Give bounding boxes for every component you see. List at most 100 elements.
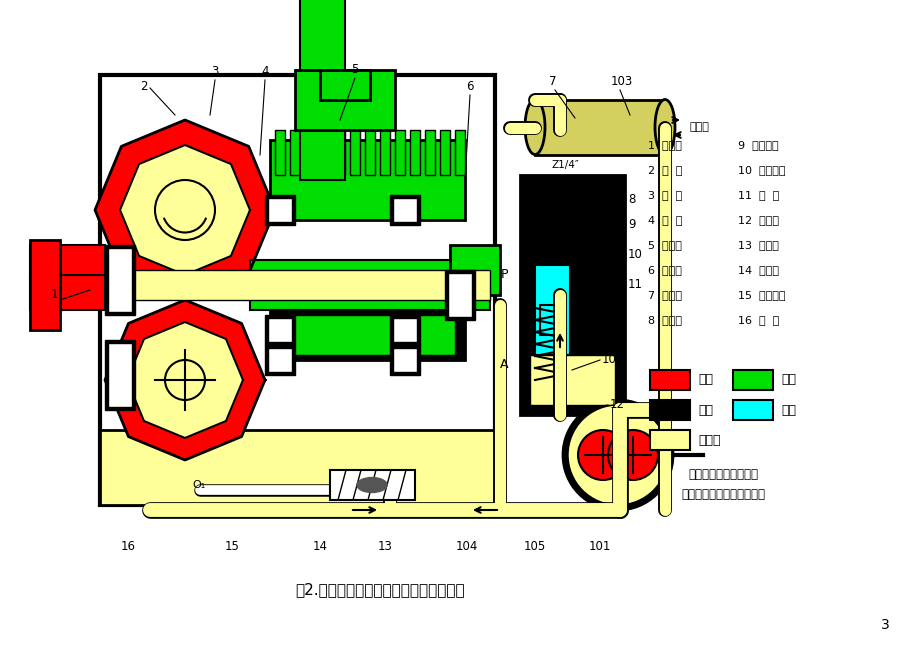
- Bar: [392, 348, 416, 372]
- Bar: [300, 0, 345, 180]
- Text: 液力偶合器正车减速箱: 液力偶合器正车减速箱: [687, 469, 757, 482]
- Text: 101: 101: [588, 540, 610, 553]
- Text: 9  气动活塞: 9 气动活塞: [737, 140, 777, 150]
- Ellipse shape: [654, 100, 675, 154]
- Bar: [519, 175, 624, 415]
- Bar: [390, 315, 420, 345]
- Bar: [445, 270, 474, 320]
- Bar: [392, 318, 416, 342]
- Text: 14  滤油器: 14 滤油器: [737, 265, 778, 275]
- Bar: [108, 248, 131, 312]
- Text: 1  输入轴: 1 输入轴: [647, 140, 681, 150]
- Text: 15: 15: [224, 540, 239, 553]
- Bar: [410, 130, 420, 175]
- Bar: [732, 370, 772, 390]
- Text: A: A: [499, 359, 507, 372]
- Text: 9: 9: [628, 219, 635, 232]
- Bar: [269, 310, 464, 360]
- Text: 工作油: 工作油: [698, 434, 720, 447]
- Text: 主动: 主动: [698, 374, 712, 387]
- Text: 16  油  箱: 16 油 箱: [737, 315, 778, 325]
- Text: O₂: O₂: [591, 280, 605, 290]
- Text: 固定: 固定: [698, 404, 712, 417]
- Text: 7: 7: [549, 75, 556, 88]
- Circle shape: [577, 430, 628, 480]
- Circle shape: [567, 405, 667, 505]
- Text: 10: 10: [628, 249, 642, 262]
- Text: P: P: [500, 268, 507, 281]
- Text: 103: 103: [610, 75, 632, 88]
- Text: 16: 16: [120, 540, 135, 553]
- Bar: [349, 130, 359, 175]
- Text: 8  控制阀: 8 控制阀: [647, 315, 681, 325]
- Text: 15  油泵齿轮: 15 油泵齿轮: [737, 290, 785, 300]
- Bar: [267, 318, 291, 342]
- Bar: [265, 195, 295, 225]
- Text: 13  油泵轴: 13 油泵轴: [737, 240, 778, 250]
- Bar: [650, 430, 689, 450]
- Bar: [100, 430, 494, 505]
- Circle shape: [607, 430, 657, 480]
- Text: 12  供油泵: 12 供油泵: [737, 215, 778, 225]
- Bar: [535, 100, 664, 155]
- Bar: [265, 345, 295, 375]
- Bar: [100, 75, 494, 505]
- Text: 10  液动活塞: 10 液动活塞: [737, 165, 785, 175]
- Text: 从动: 从动: [780, 374, 795, 387]
- Bar: [330, 470, 414, 500]
- Text: 14: 14: [312, 540, 327, 553]
- Text: 3: 3: [880, 618, 889, 632]
- Text: 11  弹  簧: 11 弹 簧: [737, 190, 778, 200]
- Bar: [392, 198, 416, 222]
- Bar: [320, 130, 330, 175]
- Bar: [365, 130, 375, 175]
- Text: 13: 13: [377, 540, 392, 553]
- Text: 控制: 控制: [780, 404, 795, 417]
- Text: 5  中间轴: 5 中间轴: [647, 240, 681, 250]
- Bar: [267, 348, 291, 372]
- Text: 2: 2: [141, 79, 148, 92]
- Circle shape: [165, 360, 205, 400]
- Bar: [108, 343, 131, 407]
- Bar: [275, 130, 285, 175]
- Bar: [289, 130, 300, 175]
- Text: Z1/4″: Z1/4″: [550, 160, 578, 170]
- Text: 102: 102: [601, 353, 624, 367]
- Text: 图2.液力偶合器正车减速箱旳工作原理图: 图2.液力偶合器正车减速箱旳工作原理图: [295, 583, 464, 598]
- Ellipse shape: [357, 477, 387, 493]
- Bar: [250, 260, 490, 310]
- Bar: [105, 340, 135, 410]
- Bar: [439, 130, 449, 175]
- Polygon shape: [127, 322, 243, 438]
- Text: 5: 5: [351, 63, 358, 76]
- Text: 4  泵  轮: 4 泵 轮: [647, 215, 682, 225]
- Text: 104: 104: [455, 540, 478, 553]
- Bar: [529, 355, 614, 405]
- Bar: [269, 140, 464, 220]
- Text: 4: 4: [261, 65, 268, 78]
- Bar: [279, 315, 455, 355]
- Text: 工作原理图（偶合器充油）: 工作原理图（偶合器充油）: [680, 488, 765, 501]
- Bar: [30, 275, 105, 310]
- Bar: [267, 198, 291, 222]
- Bar: [539, 305, 564, 335]
- Text: 12: 12: [609, 398, 624, 411]
- Bar: [650, 400, 689, 420]
- Bar: [335, 130, 345, 175]
- Text: O₁: O₁: [192, 480, 205, 490]
- Bar: [105, 245, 135, 315]
- Text: 7  油冷器: 7 油冷器: [647, 290, 681, 300]
- Bar: [425, 130, 435, 175]
- Bar: [390, 345, 420, 375]
- Text: 6: 6: [466, 80, 473, 93]
- Text: 3  箱  体: 3 箱 体: [647, 190, 682, 200]
- Bar: [732, 400, 772, 420]
- Text: 6  输出轴: 6 输出轴: [647, 265, 681, 275]
- Bar: [390, 195, 420, 225]
- Text: 冷却水: 冷却水: [689, 122, 709, 132]
- Circle shape: [562, 400, 673, 510]
- Bar: [535, 265, 570, 355]
- Ellipse shape: [525, 100, 544, 154]
- Bar: [455, 130, 464, 175]
- Text: 11: 11: [628, 279, 642, 292]
